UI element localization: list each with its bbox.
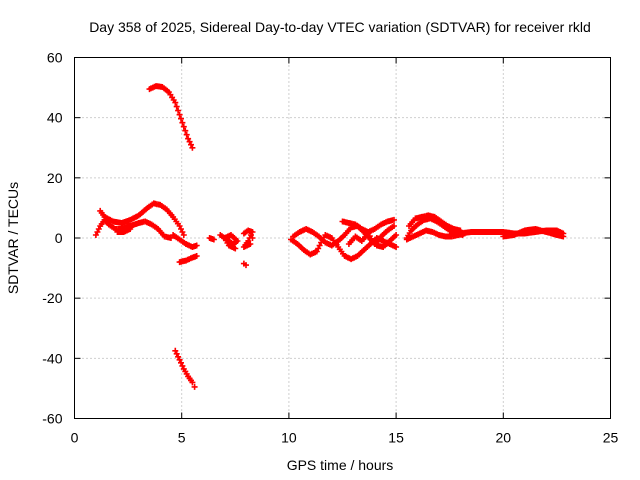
y-tick-label: -20 [42,290,62,306]
data-point-markers [240,260,249,269]
data-point-markers [206,235,217,243]
data-segment [114,226,134,235]
data-point-markers [114,226,134,235]
data-segment [176,253,200,266]
y-tick-label: -60 [42,411,62,427]
y-axis-label: SDTVAR / TECUs [5,182,21,294]
x-tick-label: 5 [178,430,186,446]
data-point-markers [403,227,468,243]
data-segment [172,347,198,390]
data-segment [345,223,397,247]
plot-frame [74,57,611,419]
data-segment [240,260,249,269]
y-tick-label: 40 [47,110,63,126]
data-point-markers [170,232,200,250]
data-segment [406,212,464,234]
data-segment [97,200,189,247]
data-point-markers [345,223,397,247]
data-segment [146,83,196,151]
y-tick-labels: 60 40 20 0 -20 -40 -60 [42,50,62,427]
y-tick-label: 0 [55,230,63,246]
x-axis-label: GPS time / hours [287,457,394,473]
data-segment [206,235,217,243]
data-point-markers [176,253,200,266]
data-point-markers [240,227,256,250]
data-point-markers [146,83,196,151]
x-tick-label: 25 [603,430,619,446]
x-tick-label: 15 [388,430,404,446]
data-segment [240,227,256,250]
data-point-markers [339,216,397,235]
data-point-markers [406,212,464,234]
y-tick-label: 20 [47,170,63,186]
x-tick-label: 20 [496,430,512,446]
data-segment [403,227,468,243]
data-point-markers [217,232,241,252]
chart-title: Day 358 of 2025, Sidereal Day-to-day VTE… [89,19,591,35]
y-tick-label: -40 [42,350,62,366]
data-point-markers [500,226,567,240]
data-segment [217,232,241,252]
x-tick-label: 10 [281,430,297,446]
data-points [92,83,567,390]
data-segment [339,216,397,235]
data-point-markers [97,200,189,247]
data-segment [170,232,200,250]
y-tick-label: 60 [47,50,63,66]
data-point-markers [172,347,198,390]
x-tick-label: 0 [71,430,79,446]
x-tick-labels: 0 5 10 15 20 25 [71,430,619,446]
data-segment [500,226,567,240]
